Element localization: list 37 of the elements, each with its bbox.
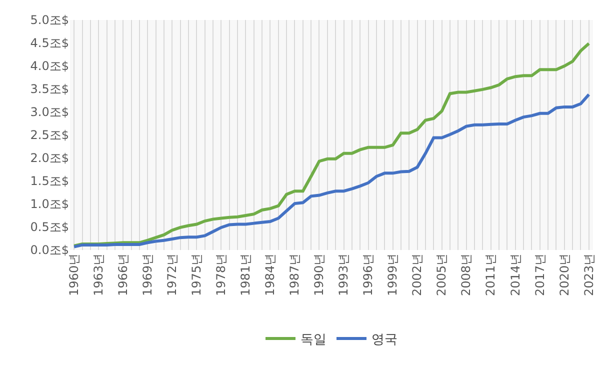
- y-tick-label: 4.5조$: [30, 36, 69, 50]
- x-tick-label: 1975년: [190, 253, 204, 296]
- x-tick-label: 1993년: [336, 253, 351, 296]
- x-tick-label: 2023년: [582, 253, 596, 296]
- y-tick-label: 0.0조$: [30, 243, 69, 258]
- legend-label: 독일: [300, 332, 326, 348]
- y-tick-label: 2.5조$: [30, 128, 69, 142]
- y-tick-label: 1.0조$: [30, 197, 69, 212]
- x-tick-label: 2002년: [410, 253, 424, 296]
- y-tick-label: 0.5조$: [30, 220, 69, 234]
- y-tick-label: 2.0조$: [30, 151, 69, 166]
- x-tick-label: 1960년: [66, 253, 81, 296]
- x-tick-label: 1987년: [288, 253, 302, 296]
- y-tick-label: 1.5조$: [30, 174, 69, 188]
- x-tick-label: 1990년: [312, 253, 326, 296]
- x-tick-label: 2014년: [508, 253, 522, 296]
- x-tick-label: 1996년: [361, 253, 376, 296]
- line-series: [72, 42, 590, 248]
- x-tick-label: 2017년: [532, 253, 547, 296]
- line-series: [72, 93, 590, 248]
- x-tick-label: 1999년: [386, 253, 400, 296]
- y-tick-label: 5.0조$: [30, 13, 69, 28]
- x-tick-label: 2008년: [459, 253, 474, 296]
- y-tick-label: 3.5조$: [30, 82, 69, 96]
- x-tick-label: 1972년: [165, 253, 180, 296]
- legend-label: 영국: [372, 332, 398, 348]
- x-tick-label: 1984년: [263, 253, 278, 296]
- x-tick-label: 1978년: [214, 253, 228, 296]
- y-tick-label: 4.0조$: [30, 59, 69, 74]
- x-tick-label: 2011년: [484, 253, 498, 296]
- x-tick-label: 2005년: [434, 253, 449, 296]
- x-tick-label: 1966년: [116, 253, 130, 296]
- x-tick-label: 2020년: [557, 253, 572, 296]
- x-tick-label: 1963년: [92, 253, 106, 296]
- x-tick-label: 1969년: [140, 253, 155, 296]
- x-tick-label: 1981년: [238, 253, 253, 296]
- y-tick-label: 3.0조$: [30, 105, 69, 120]
